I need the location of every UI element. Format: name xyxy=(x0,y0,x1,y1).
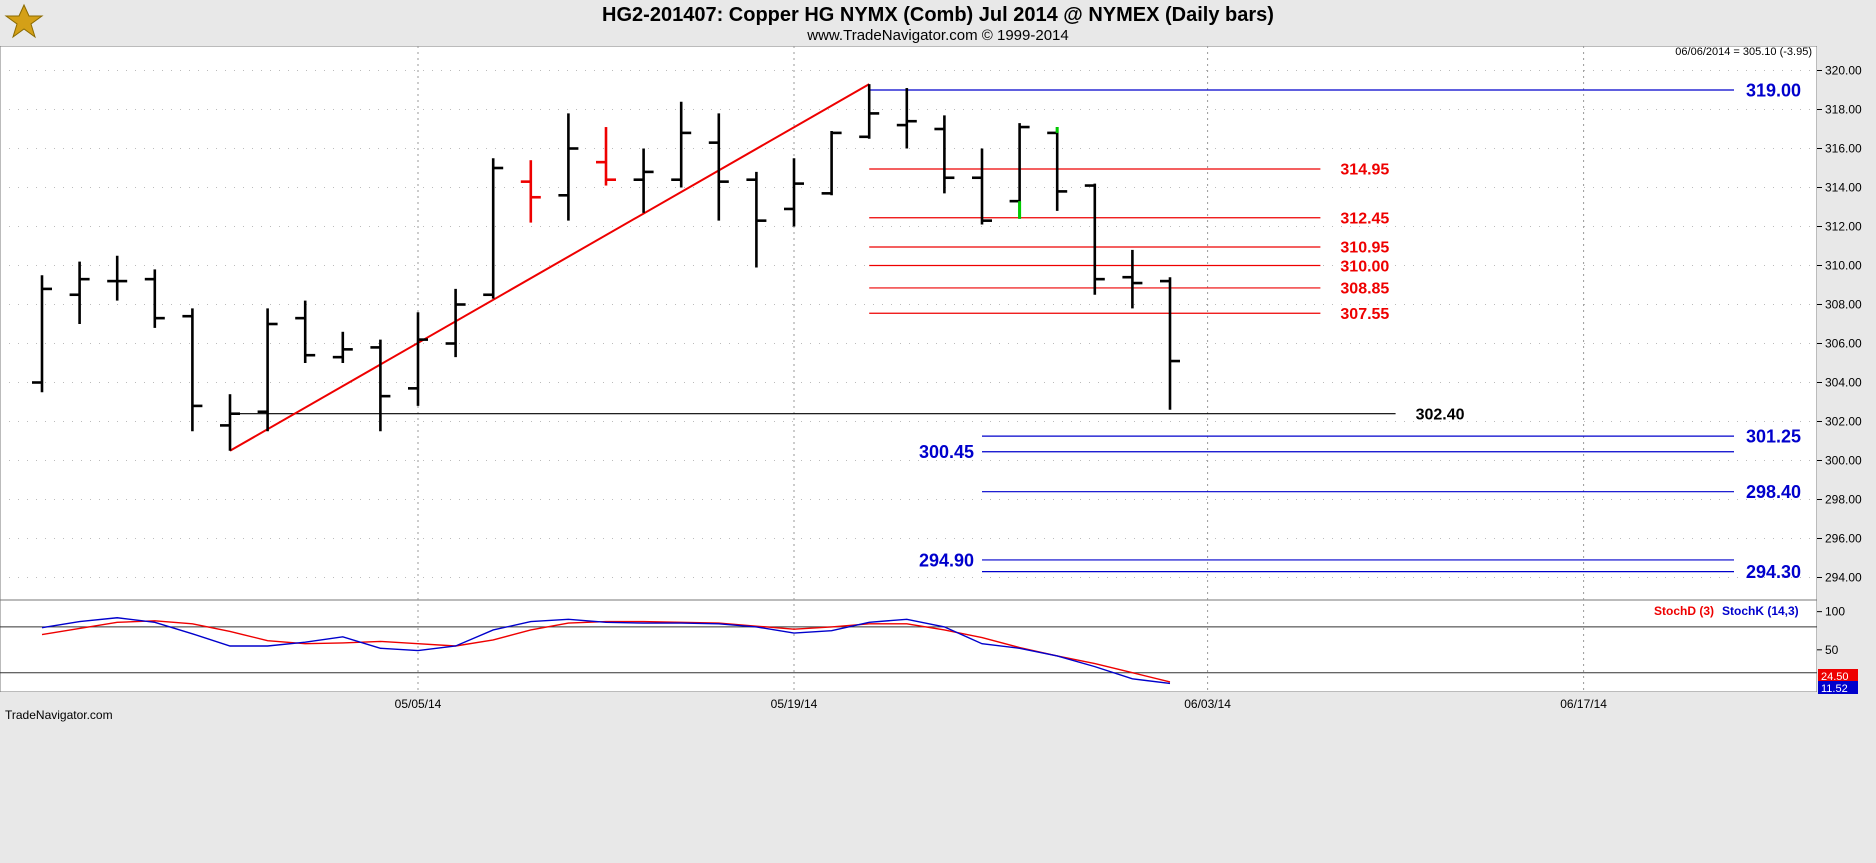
stochd-last-value-label: 24.50 xyxy=(1821,671,1849,683)
price-chart[interactable]: 319.00314.95312.45310.95310.00308.85307.… xyxy=(0,46,1876,863)
grid xyxy=(0,46,1876,863)
stochk-last-value-label: 11.52 xyxy=(1821,683,1848,695)
ohlc-bar xyxy=(1084,183,1105,295)
ohlc-bar xyxy=(746,171,767,268)
axes: 320.00 318.00 316.00 314.00 312.00 310.00 308.… xyxy=(395,64,1862,712)
ohlc-bar xyxy=(408,312,428,406)
ohlc-bar xyxy=(896,88,917,149)
price-level-label: 301.25 xyxy=(1746,427,1801,447)
ohlc-bar xyxy=(520,160,541,223)
price-tick-label: 310.00 xyxy=(1825,259,1862,273)
price-level-label: 312.45 xyxy=(1340,210,1389,227)
price-level-label: 310.00 xyxy=(1340,258,1389,275)
stoch-line xyxy=(41,620,1171,683)
legend-stochk: StochK (14,3) xyxy=(1722,604,1799,618)
price-tick-label: 312.00 xyxy=(1825,220,1862,234)
ohlc-bar xyxy=(934,115,955,194)
date-tick-label: 06/03/14 xyxy=(1184,697,1231,711)
ohlc-bar xyxy=(708,113,729,221)
price-tick-label: 318.00 xyxy=(1825,103,1862,117)
ohlc-bar xyxy=(784,158,804,227)
ohlc-bar xyxy=(1122,249,1143,309)
stoch-tick-label: 50 xyxy=(1825,643,1839,657)
price-tick-label: 296.00 xyxy=(1825,532,1862,546)
date-tick-label: 05/05/14 xyxy=(395,697,442,711)
ohlc-bar xyxy=(821,130,842,196)
chart-subtitle: www.TradeNavigator.com © 1999-2014 xyxy=(807,27,1069,44)
ohlc-bar xyxy=(483,158,504,299)
chart-title: HG2-201407: Copper HG NYMX (Comb) Jul 20… xyxy=(602,4,1274,26)
ohlc-bar xyxy=(370,339,391,432)
price-tick-label: 300.00 xyxy=(1825,454,1862,468)
price-tick-label: 304.00 xyxy=(1825,376,1862,390)
ohlc-bar xyxy=(332,331,353,363)
ohlc-bar xyxy=(69,261,90,324)
trendlines xyxy=(229,83,870,452)
price-level-label: 298.40 xyxy=(1746,482,1801,502)
ohlc-bar xyxy=(220,394,240,451)
price-tick-label: 308.00 xyxy=(1825,298,1862,312)
price-tick-label: 294.00 xyxy=(1825,571,1862,585)
chart-header: HG2-201407: Copper HG NYMX (Comb) Jul 20… xyxy=(0,0,1876,46)
ohlc-bar xyxy=(144,269,165,328)
trade-navigator-logo xyxy=(4,2,44,42)
stochk-last-value: 11.52 xyxy=(1818,681,1858,695)
price-readout: 06/06/2014 = 305.10 (-3.95) xyxy=(1675,46,1812,58)
price-level-label: 294.90 xyxy=(919,550,974,570)
price-level-label: 319.00 xyxy=(1746,80,1801,100)
price-level-label: 300.45 xyxy=(919,442,974,462)
ohlc-bar xyxy=(558,113,579,221)
price-level-label: 302.40 xyxy=(1416,406,1465,423)
date-axis-background xyxy=(0,692,1876,863)
ohlc-bar xyxy=(257,308,278,432)
ohlc-bar xyxy=(972,148,992,225)
ohlc-bar xyxy=(107,255,128,301)
trendline xyxy=(229,83,870,452)
legend-stochd: StochD (3) xyxy=(1654,604,1714,618)
price-level-label: 308.85 xyxy=(1340,281,1389,298)
stoch-panel-frame xyxy=(0,599,1818,693)
price-tick-label: 306.00 xyxy=(1825,337,1862,351)
price-level-label: 310.95 xyxy=(1340,240,1389,257)
price-level-label: 294.30 xyxy=(1746,562,1801,582)
stochd-last-value-badge xyxy=(1818,669,1858,682)
ohlc-bar xyxy=(445,288,466,358)
ohlc-bar xyxy=(32,275,52,393)
date-tick-label: 05/19/14 xyxy=(771,697,818,711)
ohlc-bar xyxy=(596,127,616,186)
date-tick-label: 06/17/14 xyxy=(1560,697,1607,711)
ohlc-bar xyxy=(1047,127,1068,211)
ohlc-bar xyxy=(182,308,203,432)
price-tick-label: 302.00 xyxy=(1825,415,1862,429)
price-level-label: 307.55 xyxy=(1340,306,1389,323)
stochk-last-value-badge xyxy=(1818,681,1858,694)
ohlc-bar xyxy=(859,84,880,139)
ohlc-bar xyxy=(295,300,316,363)
stoch-tick-label: 100 xyxy=(1825,605,1845,619)
stoch-line xyxy=(41,617,1171,685)
ohlc-bars xyxy=(32,84,1180,451)
ohlc-bar xyxy=(671,101,692,188)
price-tick-label: 320.00 xyxy=(1825,64,1862,78)
price-tick-label: 316.00 xyxy=(1825,142,1862,156)
stochd-last-value: 24.50 xyxy=(1818,669,1858,683)
price-level-label: 314.95 xyxy=(1340,162,1389,179)
price-tick-label: 314.00 xyxy=(1825,181,1862,195)
price-tick-label: 298.00 xyxy=(1825,493,1862,507)
price-panel-frame xyxy=(0,46,1818,603)
ohlc-bar xyxy=(633,148,654,213)
watermark: TradeNavigator.com xyxy=(5,708,113,722)
ohlc-bar xyxy=(1160,277,1180,410)
